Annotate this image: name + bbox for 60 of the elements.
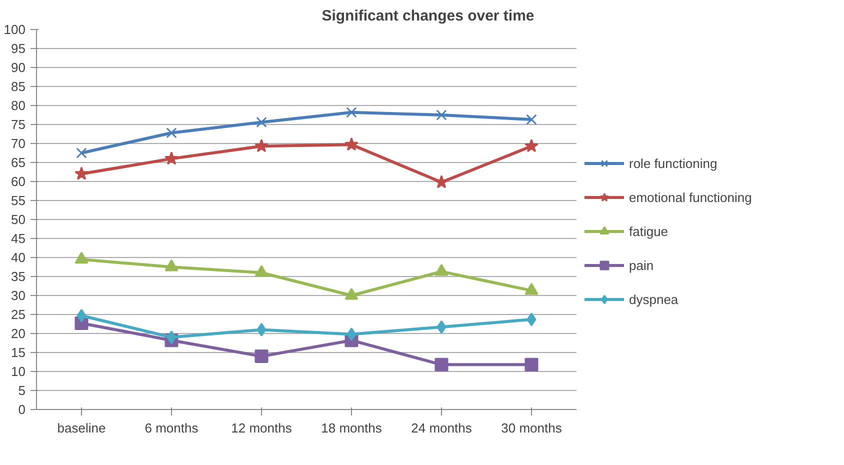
x-tick-label: baseline — [57, 420, 106, 436]
point — [254, 350, 268, 364]
point — [164, 259, 178, 272]
legend-label: fatigue — [629, 224, 668, 238]
point — [436, 320, 446, 334]
y-tick-label: 5 — [18, 383, 26, 398]
point — [76, 308, 86, 322]
x-tick-label: 18 months — [321, 420, 382, 436]
point — [346, 328, 356, 342]
y-tick-label: 40 — [11, 250, 26, 265]
y-tick-label: 20 — [11, 326, 26, 341]
y-tick-label: 55 — [11, 193, 26, 208]
x-tick-label: 30 months — [501, 420, 562, 436]
y-tick-label: 75 — [11, 117, 26, 132]
x-tick-label: 12 months — [231, 420, 292, 436]
point — [434, 175, 448, 188]
point — [256, 116, 267, 128]
x-tick-label: 6 months — [144, 420, 199, 436]
legend-label: emotional functioning — [629, 190, 752, 204]
point — [524, 138, 538, 152]
point — [166, 128, 177, 138]
y-tick-label: 0 — [18, 402, 26, 417]
y-tick-label: 80 — [11, 98, 26, 113]
y-tick-label: 10 — [11, 364, 26, 379]
y-tick-label: 70 — [11, 136, 26, 151]
point — [526, 114, 537, 125]
legend-label: role functioning — [629, 156, 718, 170]
y-tick-label: 35 — [11, 269, 26, 284]
point — [526, 312, 536, 326]
legend-label: dyspnea — [629, 292, 678, 306]
point — [164, 151, 178, 165]
point — [166, 330, 176, 344]
point — [256, 322, 266, 336]
point — [344, 288, 358, 300]
point — [524, 358, 538, 372]
point — [74, 166, 88, 180]
y-tick-label: 60 — [11, 174, 26, 189]
point — [76, 148, 87, 158]
point — [434, 358, 448, 372]
point — [436, 110, 447, 120]
y-tick-label: 100 — [4, 22, 26, 37]
y-tick-label: 30 — [11, 288, 26, 303]
y-tick-label: 50 — [11, 212, 26, 227]
point — [74, 252, 88, 264]
y-tick-label: 85 — [11, 79, 26, 94]
y-tick-label: 25 — [11, 307, 26, 322]
point — [434, 264, 448, 276]
point — [344, 137, 358, 151]
y-tick-label: 95 — [11, 41, 26, 56]
legend-label: pain — [629, 258, 654, 272]
point — [254, 138, 268, 152]
y-tick-label: 90 — [11, 60, 26, 75]
point — [346, 106, 357, 118]
point — [524, 282, 538, 295]
point — [254, 265, 268, 277]
y-tick-label: 15 — [11, 345, 26, 360]
chart-title: Significant changes over time — [322, 8, 534, 24]
x-tick-label: 24 months — [411, 420, 472, 436]
y-tick-label: 65 — [11, 155, 26, 170]
y-tick-label: 45 — [11, 231, 26, 246]
